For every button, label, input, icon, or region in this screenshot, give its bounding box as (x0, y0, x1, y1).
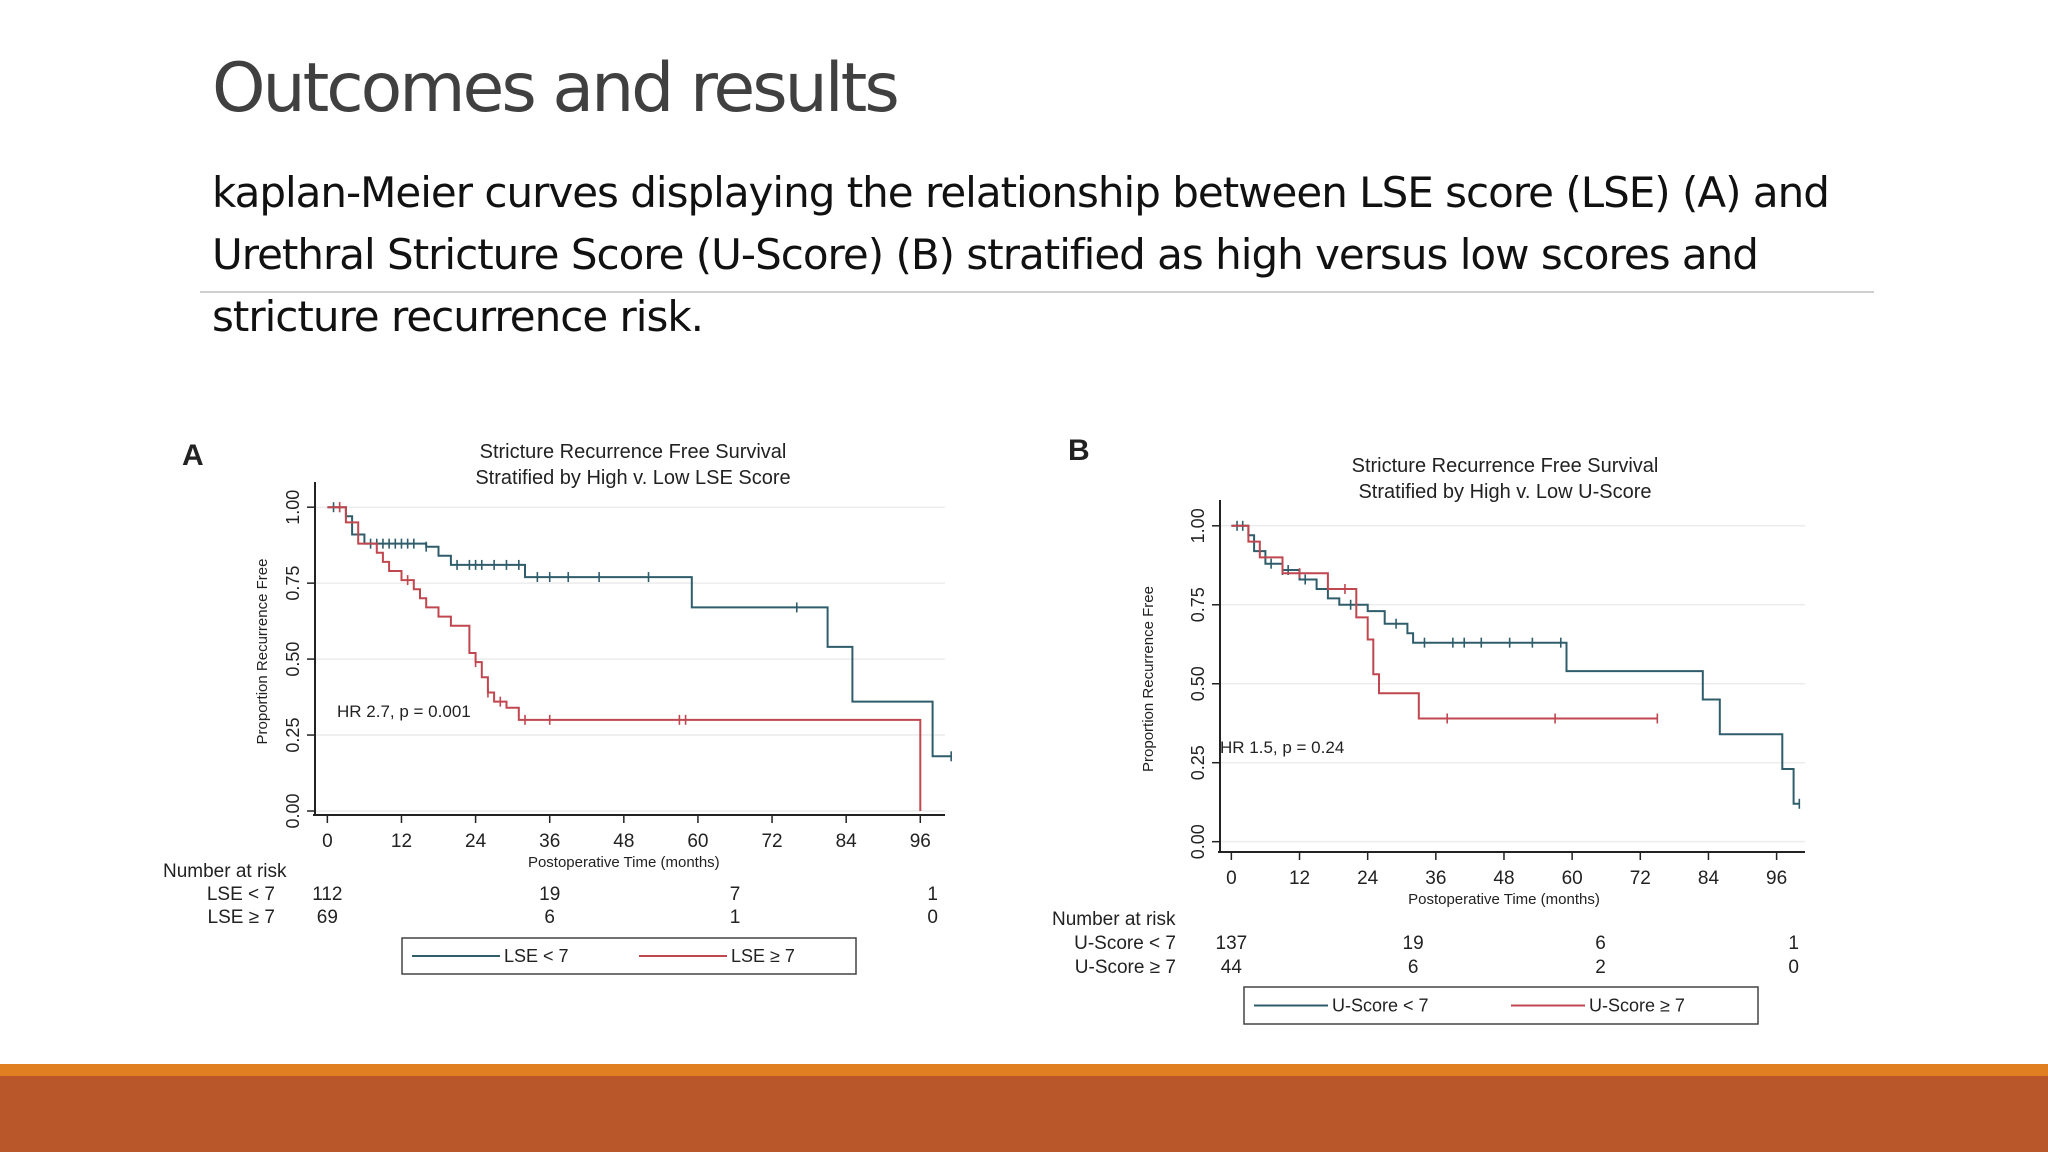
legend-label: U-Score ≥ 7 (1589, 996, 1685, 1016)
legend-label: LSE ≥ 7 (731, 946, 795, 966)
y-tick-label: 0.75 (1188, 587, 1208, 622)
risk-count: 7 (730, 884, 741, 905)
survival-curve-high (327, 506, 922, 811)
risk-table-heading: Number at risk (163, 861, 287, 882)
x-axis-title: Postoperative Time (months) (528, 854, 720, 871)
km-chart-lse: A Stricture Recurrence Free Survival Strat… (163, 439, 952, 975)
risk-count: 6 (1595, 933, 1606, 954)
slide-body-text: kaplan-Meier curves displaying the relat… (212, 168, 1830, 341)
risk-count: 44 (1221, 957, 1243, 978)
x-tick-label: 72 (1630, 868, 1651, 889)
survival-curve-high (1231, 524, 1658, 720)
y-tick-label: 0.25 (283, 718, 303, 753)
x-tick-label: 60 (1562, 868, 1583, 889)
risk-count: 0 (927, 907, 938, 928)
y-tick-label: 0.50 (1188, 666, 1208, 701)
chart-title: Stricture Recurrence Free Survival (1352, 455, 1659, 477)
title-divider (200, 291, 1874, 293)
x-tick-label: 48 (613, 831, 634, 852)
y-axis-title: Proportion Recurrence Free (254, 559, 271, 745)
risk-count: 112 (312, 884, 342, 905)
y-tick-label: 0.50 (283, 642, 303, 677)
y-axis-title: Proportion Recurrence Free (1140, 586, 1157, 772)
x-tick-label: 12 (391, 831, 412, 852)
x-tick-label: 84 (836, 831, 858, 852)
y-tick-label: 0.00 (283, 793, 303, 828)
risk-count: 69 (317, 907, 338, 928)
legend-label: LSE < 7 (504, 946, 569, 966)
x-tick-label: 12 (1289, 868, 1310, 889)
risk-count: 137 (1216, 933, 1248, 954)
chart-title: Stricture Recurrence Free Survival (480, 441, 787, 463)
risk-count: 2 (1595, 957, 1606, 978)
risk-count: 1 (927, 884, 938, 905)
y-tick-label: 0.25 (1188, 745, 1208, 780)
x-tick-label: 72 (761, 831, 782, 852)
survival-curve-low (327, 506, 952, 758)
risk-count: 6 (1408, 957, 1419, 978)
chart-subtitle: Stratified by High v. Low LSE Score (475, 467, 790, 489)
slide-title: Outcomes and results (212, 49, 900, 128)
risk-row-label: U-Score < 7 (1074, 933, 1176, 954)
x-tick-label: 0 (322, 831, 333, 852)
risk-count: 1 (1788, 933, 1799, 954)
y-tick-label: 0.75 (283, 566, 303, 601)
x-tick-label: 48 (1493, 868, 1514, 889)
x-tick-label: 36 (1425, 868, 1446, 889)
survival-curve-low (1231, 524, 1800, 805)
x-tick-label: 0 (1226, 868, 1237, 889)
risk-count: 1 (730, 907, 741, 928)
risk-row-label: LSE ≥ 7 (208, 907, 275, 928)
risk-table-heading: Number at risk (1052, 909, 1176, 930)
y-tick-label: 1.00 (1188, 508, 1208, 543)
km-chart-uscore: B Stricture Recurrence Free Survival Strat… (1052, 434, 1805, 1025)
y-tick-label: 1.00 (283, 490, 303, 525)
footer-accent-line (0, 1064, 2048, 1076)
x-tick-label: 96 (910, 831, 931, 852)
x-tick-label: 24 (1357, 868, 1379, 889)
x-tick-label: 60 (687, 831, 708, 852)
risk-count: 19 (1403, 933, 1424, 954)
chart-subtitle: Stratified by High v. Low U-Score (1358, 481, 1651, 503)
hazard-ratio-annotation: HR 2.7, p = 0.001 (337, 702, 471, 721)
footer-band (0, 1076, 2048, 1152)
risk-count: 0 (1788, 957, 1799, 978)
x-axis-title: Postoperative Time (months) (1408, 891, 1600, 908)
y-tick-label: 0.00 (1188, 824, 1208, 859)
x-tick-label: 84 (1698, 868, 1720, 889)
risk-count: 6 (544, 907, 555, 928)
legend-label: U-Score < 7 (1332, 996, 1429, 1016)
hazard-ratio-annotation: HR 1.5, p = 0.24 (1220, 738, 1344, 757)
x-tick-label: 24 (465, 831, 487, 852)
panel-label: B (1068, 434, 1090, 467)
risk-row-label: U-Score ≥ 7 (1075, 957, 1176, 978)
risk-row-label: LSE < 7 (207, 884, 275, 905)
panel-label: A (182, 439, 204, 472)
x-tick-label: 36 (539, 831, 560, 852)
legend-box (1243, 986, 1759, 1025)
risk-count: 19 (539, 884, 560, 905)
x-tick-label: 96 (1766, 868, 1787, 889)
